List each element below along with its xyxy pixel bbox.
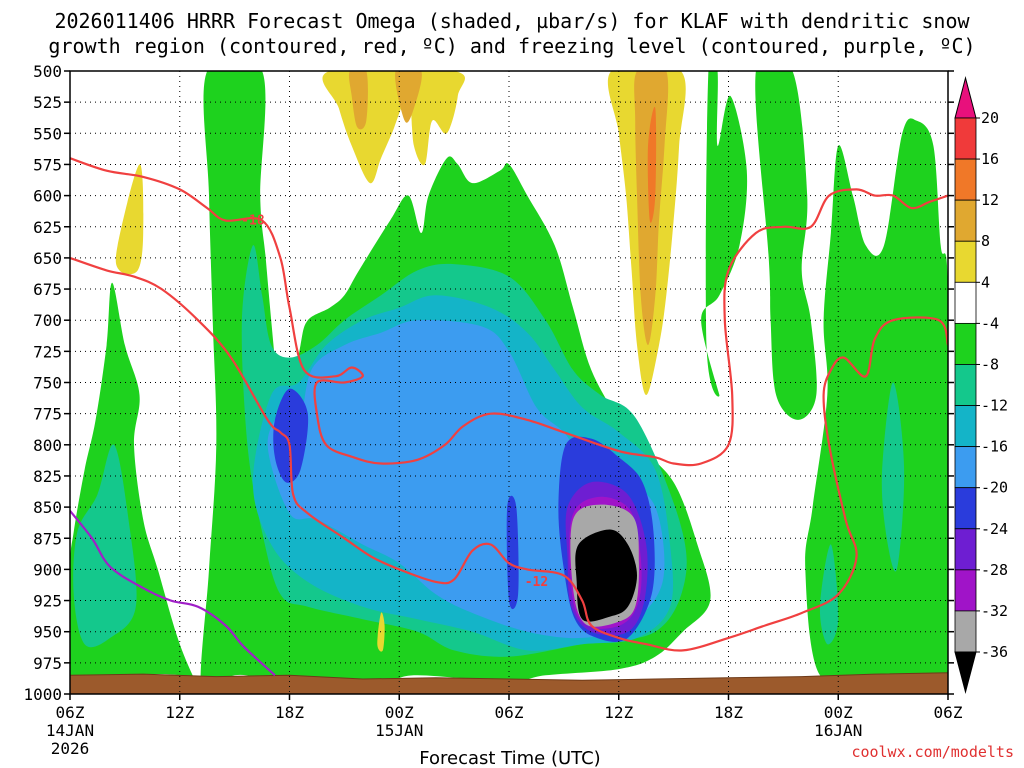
dgz-contour-label: -18 xyxy=(241,214,265,229)
omega-region xyxy=(647,106,657,223)
colorbar-label: -28 xyxy=(981,561,1008,579)
colorbar-bin xyxy=(954,364,977,406)
colorbar-label: 16 xyxy=(981,150,999,168)
colorbar-label: -36 xyxy=(981,643,1008,661)
colorbar-label: -20 xyxy=(981,479,1008,497)
colorbar-label: 12 xyxy=(981,191,999,209)
colorbar-bin xyxy=(954,240,977,283)
ground-terrain xyxy=(70,672,948,694)
x-tick-label: 12Z xyxy=(165,703,194,722)
y-tick-label: 600 xyxy=(33,187,62,206)
y-tick-label: 1000 xyxy=(23,685,62,704)
y-tick-label: 625 xyxy=(33,218,62,237)
x-tick-label: 00Z xyxy=(385,703,414,722)
dgz-contour-line xyxy=(70,256,948,652)
colorbar-label: -8 xyxy=(981,355,999,373)
colorbar-bin xyxy=(954,528,977,571)
omega-region xyxy=(73,444,137,648)
axes: 500 525 550 575 600 625 650 675 700 725 750 775 800 8… xyxy=(23,62,962,758)
x-year-label: 2026 xyxy=(51,739,90,758)
y-tick-label: 950 xyxy=(33,623,62,642)
y-tick-label: 700 xyxy=(33,311,62,330)
omega-region xyxy=(755,71,817,420)
colorbar: 20 16 12 8 4 -4 -8 -12 -16 -20 -24 -28 -32 -36 xyxy=(954,76,1008,694)
omega-region xyxy=(395,71,422,123)
colorbar-bin xyxy=(954,405,977,448)
x-tick-label: 06Z xyxy=(495,703,524,722)
y-tick-label: 850 xyxy=(33,498,62,517)
dgz-contour-line xyxy=(70,157,948,467)
omega-region xyxy=(575,529,637,622)
omega-region xyxy=(506,495,519,610)
colorbar-bin xyxy=(954,281,977,324)
colorbar-bin xyxy=(954,610,977,653)
x-tick-label: 06Z xyxy=(934,703,963,722)
terrain-layer xyxy=(70,672,948,694)
y-tick-label: 675 xyxy=(33,280,62,299)
colorbar-label: -12 xyxy=(981,397,1008,415)
colorbar-bin xyxy=(954,487,977,530)
omega-region xyxy=(348,71,368,130)
y-tick-label: 525 xyxy=(33,93,62,112)
x-tick-label: 00Z xyxy=(824,703,853,722)
omega-region xyxy=(701,71,748,397)
watermark-text: coolwx.com/modelts xyxy=(851,743,1014,761)
colorbar-bin xyxy=(954,569,977,612)
y-tick-label: 800 xyxy=(33,436,62,455)
dgz-contour-label: -12 xyxy=(525,575,548,590)
x-tick-label: 06Z xyxy=(56,703,85,722)
y-tick-label: 925 xyxy=(33,592,62,611)
colorbar-label: 4 xyxy=(981,273,990,291)
colorbar-bin xyxy=(954,446,977,489)
omega-region xyxy=(819,544,839,645)
colorbar-label: 20 xyxy=(981,109,999,127)
omega-region xyxy=(805,118,948,694)
x-date-label: 15JAN xyxy=(375,721,423,740)
y-tick-label: 550 xyxy=(33,124,62,143)
chart-title-line1: 2026011406 HRRR Forecast Omega (shaded, … xyxy=(54,9,970,33)
omega-region xyxy=(115,164,144,275)
x-date-label: 16JAN xyxy=(814,721,862,740)
x-tick-label: 18Z xyxy=(714,703,743,722)
x-tick-label: 12Z xyxy=(604,703,633,722)
colorbar-label: 8 xyxy=(981,232,990,250)
y-tick-label: 650 xyxy=(33,249,62,268)
x-tick-label: 18Z xyxy=(275,703,304,722)
y-tick-label: 975 xyxy=(33,654,62,673)
colorbar-label: -4 xyxy=(981,314,999,332)
x-date-label: 14JAN xyxy=(46,721,94,740)
omega-shading-layer xyxy=(70,71,948,694)
colorbar-bin xyxy=(954,117,977,160)
y-tick-label: 775 xyxy=(33,405,62,424)
y-tick-label: 575 xyxy=(33,155,62,174)
colorbar-arrow-top xyxy=(954,76,977,119)
colorbar-label: -24 xyxy=(981,520,1008,538)
y-tick-label: 725 xyxy=(33,342,62,361)
colorbar-bin xyxy=(954,199,977,242)
y-tick-label: 875 xyxy=(33,529,62,548)
colorbar-arrow-bottom xyxy=(954,651,977,694)
colorbar-label: -32 xyxy=(981,602,1008,620)
colorbar-bin xyxy=(954,322,977,365)
x-axis-label: Forecast Time (UTC) xyxy=(419,748,600,768)
omega-region xyxy=(881,382,905,572)
y-tick-label: 500 xyxy=(33,62,62,81)
y-tick-label: 825 xyxy=(33,467,62,486)
y-tick-label: 750 xyxy=(33,374,62,393)
freezing-level-line xyxy=(70,510,276,677)
colorbar-label: -16 xyxy=(981,438,1008,456)
colorbar-bin xyxy=(954,158,977,201)
y-tick-label: 900 xyxy=(33,560,62,579)
contour-layer: -18 -12 xyxy=(70,157,948,677)
omega-region xyxy=(273,388,309,483)
chart-title-line2: growth region (contoured, red, ºC) and f… xyxy=(48,34,975,58)
